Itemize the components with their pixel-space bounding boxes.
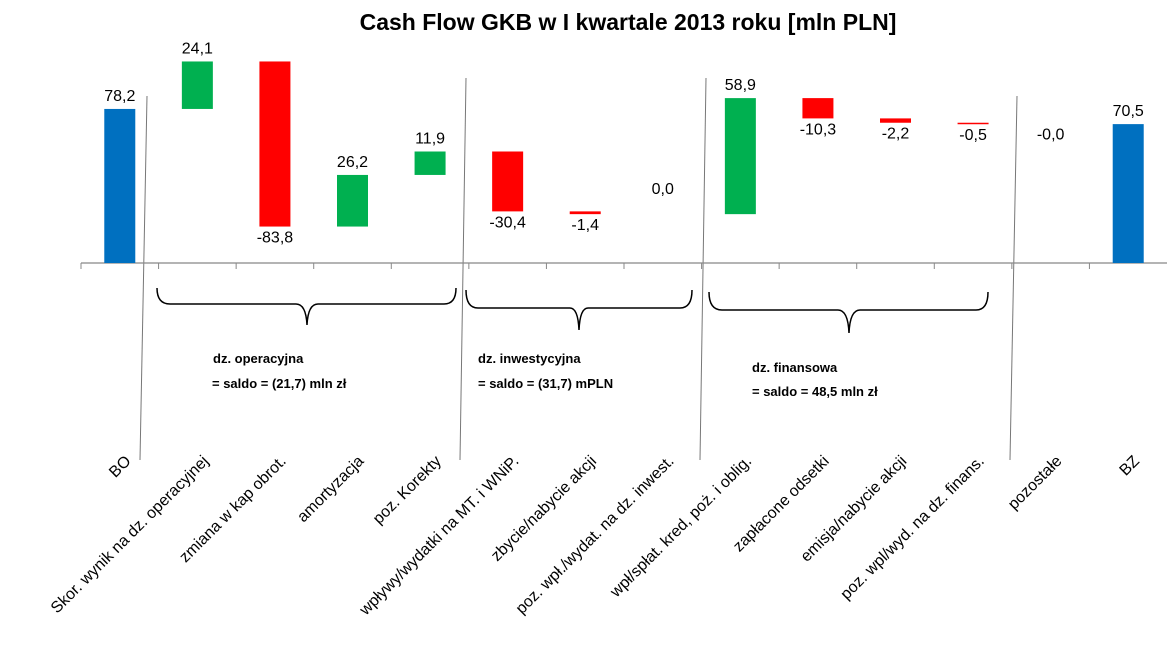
- annotation-title: dz. inwestycyjna: [478, 351, 581, 366]
- annotation-text: = saldo = (31,7) mPLN: [478, 376, 613, 391]
- data-label: -83,8: [257, 230, 294, 247]
- annotation-text: = saldo = (21,7) mln zł: [212, 376, 347, 391]
- annotation-text: = saldo = 48,5 mln zł: [752, 384, 878, 399]
- data-label: -2,2: [882, 126, 910, 143]
- data-label: 11,9: [415, 130, 445, 147]
- x-tick-label: amortyzacja: [294, 453, 367, 526]
- bar: [492, 151, 524, 212]
- bar: [104, 108, 136, 263]
- x-tick-label: poz. Korekty: [370, 453, 445, 528]
- bar: [724, 98, 756, 215]
- bar: [957, 122, 989, 125]
- separators: [139, 77, 1018, 461]
- x-tick-label: pozostałe: [1005, 453, 1066, 514]
- data-label: 58,9: [725, 77, 756, 94]
- annotation-title: dz. operacyjna: [213, 351, 304, 366]
- bar: [880, 118, 911, 123]
- data-label: 26,2: [337, 154, 368, 171]
- bar: [802, 98, 834, 119]
- x-tick-label: wpł/spłat. kred, poż. i oblig.: [607, 453, 756, 602]
- bar: [337, 174, 368, 227]
- bar: [1112, 124, 1144, 264]
- x-tick-label: Skor. wynik na dz. operacyjnej: [48, 453, 212, 617]
- bar: [569, 211, 601, 215]
- chart-title: Cash Flow GKB w I kwartale 2013 roku [ml…: [360, 9, 897, 35]
- data-label: 78,2: [104, 88, 135, 105]
- data-label: -10,3: [800, 121, 837, 138]
- x-tick-label: poz. wpł./wydat. na dz. inwest.: [513, 453, 678, 618]
- annotation: dz. operacyjna = saldo = (21,7) mln zł d…: [212, 351, 878, 399]
- data-label: -1,4: [571, 217, 599, 234]
- x-tick-label: BZ: [1117, 453, 1144, 480]
- data-label: 70,5: [1113, 103, 1144, 120]
- data-label: 24,1: [182, 40, 213, 57]
- brackets: [156, 287, 989, 334]
- data-label: -0,0: [1037, 127, 1065, 144]
- x-tick-label: poz. wpl/wyd. na dz. finans.: [838, 453, 988, 603]
- x-tick-label: BO: [106, 453, 134, 481]
- data-label: -0,5: [959, 127, 987, 144]
- annotation-title: dz. finansowa: [752, 360, 838, 375]
- bar: [259, 61, 291, 227]
- bar: [414, 151, 446, 175]
- data-label: -30,4: [489, 214, 526, 231]
- bar: [181, 61, 213, 109]
- x-tick-label: wpływy/wydatki na MT. i WNiP.: [356, 453, 523, 620]
- data-label: 0,0: [652, 181, 674, 198]
